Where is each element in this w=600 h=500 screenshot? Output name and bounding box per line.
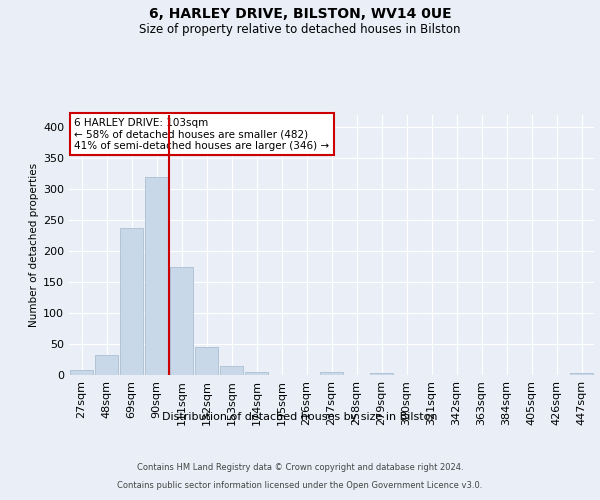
- Text: Distribution of detached houses by size in Bilston: Distribution of detached houses by size …: [162, 412, 438, 422]
- Bar: [95, 355, 118, 375]
- Bar: [245, 372, 268, 375]
- Y-axis label: Number of detached properties: Number of detached properties: [29, 163, 39, 327]
- Text: Contains HM Land Registry data © Crown copyright and database right 2024.: Contains HM Land Registry data © Crown c…: [137, 462, 463, 471]
- Bar: [370, 373, 394, 375]
- Text: 6, HARLEY DRIVE, BILSTON, WV14 0UE: 6, HARLEY DRIVE, BILSTON, WV14 0UE: [149, 8, 451, 22]
- Bar: [145, 177, 169, 375]
- Bar: [119, 228, 143, 375]
- Bar: [220, 366, 244, 375]
- Bar: [569, 373, 593, 375]
- Text: Size of property relative to detached houses in Bilston: Size of property relative to detached ho…: [139, 22, 461, 36]
- Bar: [320, 372, 343, 375]
- Bar: [70, 370, 94, 375]
- Bar: [170, 266, 193, 375]
- Text: 6 HARLEY DRIVE: 103sqm
← 58% of detached houses are smaller (482)
41% of semi-de: 6 HARLEY DRIVE: 103sqm ← 58% of detached…: [74, 118, 329, 151]
- Text: Contains public sector information licensed under the Open Government Licence v3: Contains public sector information licen…: [118, 481, 482, 490]
- Bar: [194, 346, 218, 375]
